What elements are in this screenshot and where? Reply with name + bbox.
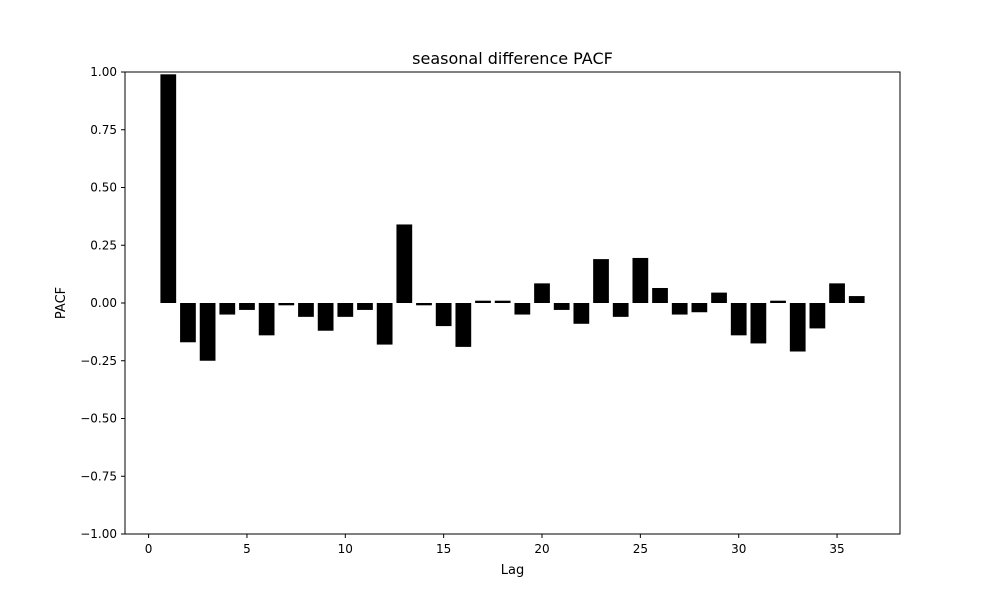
y-axis-label: PACF (54, 287, 69, 319)
bar-lag-1 (160, 74, 177, 303)
x-tick-label: 35 (829, 542, 844, 556)
y-tick-label: −1.00 (80, 527, 117, 541)
y-axis-ticks: −1.00 −0.75 −0.50 −0.25 0.00 0.25 0.50 0.75 1.00 (80, 65, 125, 541)
bar-lag-24 (612, 303, 629, 317)
bar-lag-9 (317, 303, 334, 331)
x-tick-label: 10 (338, 542, 353, 556)
bar-lag-11 (357, 303, 373, 310)
bar-lag-18 (494, 300, 511, 303)
x-tick-label: 15 (436, 542, 451, 556)
x-tick-label: 25 (633, 542, 648, 556)
x-tick-label: 20 (534, 542, 549, 556)
bar-lag-22 (573, 303, 590, 324)
bar-lag-19 (514, 303, 531, 315)
bar-lag-14 (416, 303, 432, 306)
y-tick-label: −0.50 (80, 412, 117, 426)
bar-lag-32 (770, 300, 786, 303)
bar-lag-10 (337, 303, 354, 317)
bar-lag-27 (671, 303, 688, 315)
bar-lag-2 (180, 303, 196, 343)
bar-lag-16 (455, 303, 472, 347)
y-tick-label: 0.75 (90, 123, 117, 137)
bar-lag-26 (652, 287, 668, 303)
bar-lag-31 (750, 303, 767, 344)
y-tick-label: 0.00 (90, 296, 117, 310)
y-tick-label: −0.75 (80, 469, 117, 483)
x-axis-label: Lag (501, 563, 524, 578)
y-tick-label: 0.50 (90, 181, 117, 195)
bar-lag-5 (239, 303, 255, 310)
bar-lag-7 (278, 303, 295, 306)
x-tick-label: 0 (145, 542, 153, 556)
bar-lag-33 (789, 303, 806, 352)
bar-lag-25 (632, 257, 649, 303)
bar-lag-30 (730, 303, 747, 336)
bar-lag-4 (219, 303, 236, 315)
y-tick-label: 1.00 (90, 65, 117, 79)
y-tick-label: 0.25 (90, 238, 117, 252)
y-tick-label: −0.25 (80, 354, 117, 368)
bar-lag-29 (711, 292, 727, 303)
chart-title: seasonal difference PACF (412, 49, 613, 68)
bar-lag-35 (829, 283, 845, 303)
bar-lag-3 (199, 303, 216, 361)
bar-lag-28 (691, 303, 708, 313)
bars-group (160, 74, 865, 361)
bar-lag-15 (435, 303, 452, 327)
x-tick-label: 30 (731, 542, 746, 556)
bar-lag-12 (376, 303, 393, 345)
x-tick-label: 5 (243, 542, 251, 556)
bar-lag-34 (809, 303, 826, 329)
bar-lag-6 (258, 303, 275, 336)
bar-lag-8 (298, 303, 314, 317)
bar-lag-36 (848, 296, 865, 303)
x-axis-ticks: 0 5 10 15 20 25 30 35 (145, 534, 845, 556)
bar-lag-20 (534, 283, 550, 303)
bar-lag-13 (396, 224, 413, 303)
bar-lag-23 (593, 259, 609, 303)
bar-lag-21 (553, 303, 570, 310)
bar-lag-17 (475, 300, 491, 303)
